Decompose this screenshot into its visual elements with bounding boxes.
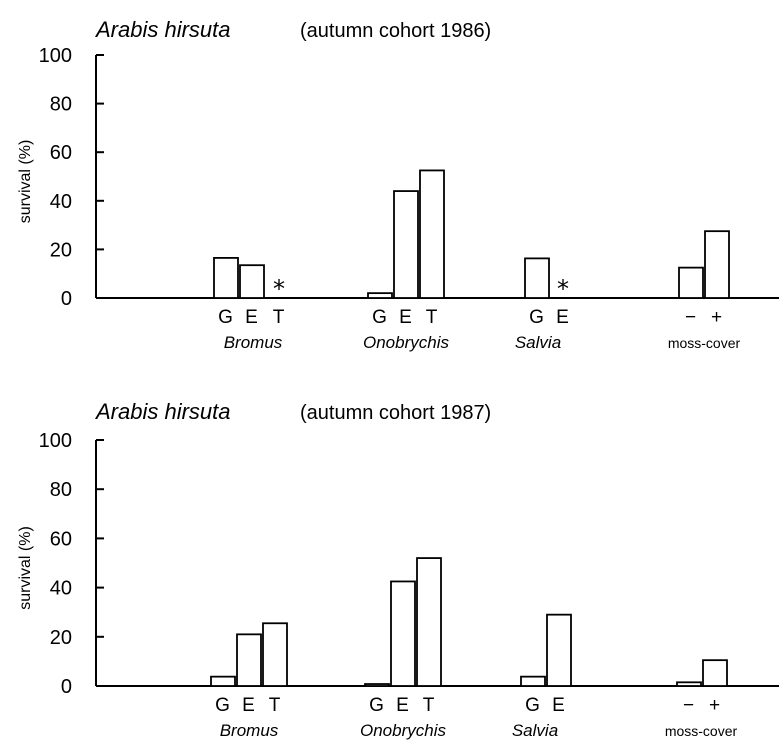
bar-bromus-g: [210, 675, 236, 687]
bar-category-label: E: [399, 307, 413, 328]
bar-category-label: E: [556, 307, 570, 328]
bar-bromus-e: [239, 264, 265, 299]
bar-salvia-g: [520, 675, 546, 687]
bar-category-label: G: [529, 307, 545, 328]
y-tick-label: 0: [61, 288, 72, 310]
bar-category-label: E: [552, 695, 566, 716]
bar-onobrychis-t: [416, 557, 442, 687]
bar-onobrychis-t: [419, 169, 445, 299]
chart-title-cohort: (autumn cohort 1986): [300, 20, 491, 42]
y-tick-label: 40: [50, 191, 72, 213]
bar-bromus-t: [262, 622, 288, 687]
bar-moss-cover-plus: [702, 659, 728, 687]
bar-bromus-g: [213, 257, 239, 299]
bar-category-label: G: [218, 307, 234, 328]
group-label: Salvia: [512, 721, 558, 740]
y-tick-label: 100: [39, 45, 72, 67]
bar-category-label: −: [685, 307, 697, 328]
bar-bromus-e: [236, 633, 262, 687]
group-label: moss-cover: [668, 335, 741, 351]
y-tick-label: 20: [50, 239, 72, 261]
bar-category-label: E: [242, 695, 256, 716]
bar-moss-cover-minus: [678, 266, 704, 299]
missing-data-marker: *: [273, 275, 285, 303]
group-label: Bromus: [224, 333, 283, 352]
group-label: Salvia: [515, 333, 561, 352]
bar-category-label: G: [372, 307, 388, 328]
bar-moss-cover-plus: [704, 230, 730, 299]
chart-panel-2: Arabis hirsuta (autumn cohort 1987) 0 20 40 6…: [17, 399, 779, 740]
y-tick-label: 60: [50, 528, 72, 550]
bar-onobrychis-e: [390, 580, 416, 687]
y-tick-label: 20: [50, 627, 72, 649]
bar-category-label: −: [683, 695, 695, 716]
y-axis-label: survival (%): [17, 526, 34, 610]
bar-category-label: T: [273, 307, 286, 328]
y-tick-label: 60: [50, 142, 72, 164]
y-axis-label: survival (%): [17, 140, 34, 224]
bar-category-label: +: [709, 695, 721, 716]
bar-category-label: G: [369, 695, 385, 716]
bar-category-label: G: [525, 695, 541, 716]
missing-data-marker: *: [557, 275, 569, 303]
group-label: Bromus: [220, 721, 279, 740]
group-label: moss-cover: [665, 723, 738, 739]
bar-category-label: T: [423, 695, 436, 716]
bar-onobrychis-e: [393, 190, 419, 299]
bar-onobrychis-g: [367, 292, 393, 299]
y-tick-label: 40: [50, 578, 72, 600]
y-tick-label: 80: [50, 94, 72, 116]
bar-category-label: G: [215, 695, 231, 716]
chart-panel-1: Arabis hirsuta (autumn cohort 1986) 0 20 40 6…: [17, 17, 779, 352]
bar-moss-cover-minus: [676, 681, 702, 687]
bar-category-label: E: [396, 695, 410, 716]
bar-category-label: T: [269, 695, 282, 716]
bar-category-label: +: [711, 307, 723, 328]
y-tick-label: 80: [50, 479, 72, 501]
group-label: Onobrychis: [363, 333, 449, 352]
chart-title-cohort: (autumn cohort 1987): [300, 402, 491, 424]
chart-title-species: Arabis hirsuta: [94, 399, 231, 424]
bar-category-label: E: [245, 307, 259, 328]
chart-title-species: Arabis hirsuta: [94, 17, 231, 42]
bar-salvia-e: [546, 613, 572, 687]
group-label: Onobrychis: [360, 721, 446, 740]
bar-onobrychis-g: [364, 683, 390, 687]
bar-category-label: T: [426, 307, 439, 328]
y-tick-label: 100: [39, 430, 72, 452]
bar-salvia-g: [524, 257, 550, 299]
y-tick-label: 0: [61, 676, 72, 698]
